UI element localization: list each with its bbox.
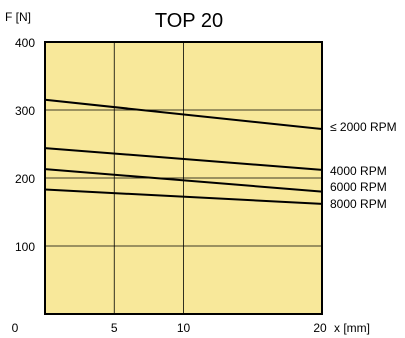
series-labels: ≤ 2000 RPM 4000 RPM 6000 RPM 8000 RPM (330, 120, 397, 211)
x-tick-label-5: 5 (111, 321, 118, 335)
series-label-1: ≤ 2000 RPM (330, 120, 397, 134)
series-lines (44, 98, 323, 205)
plot-frame (44, 41, 323, 315)
y-tick-label-300: 300 (15, 104, 35, 118)
x-tick-label-20: 20 (313, 321, 327, 335)
chart-title: TOP 20 (155, 10, 223, 32)
y-tick-label-400: 400 (15, 36, 35, 50)
y-tick-label-200: 200 (15, 172, 35, 186)
x-axis-label: x [mm] (334, 321, 370, 335)
x-tick-labels: 0 5 10 20 (12, 321, 327, 335)
grid (45, 42, 322, 314)
series-line-3 (44, 168, 323, 193)
series-line-2 (44, 147, 323, 171)
series-line-4 (44, 188, 323, 205)
series-line-1 (44, 98, 323, 131)
series-label-2: 4000 RPM (330, 164, 387, 178)
series-label-3: 6000 RPM (330, 180, 387, 194)
y-tick-label-100: 100 (15, 240, 35, 254)
x-tick-label-10: 10 (177, 321, 191, 335)
x-tick-label-0: 0 (12, 321, 19, 335)
series-label-4: 8000 RPM (330, 197, 387, 211)
y-tick-labels: 100 200 300 400 (15, 36, 35, 254)
y-axis-label: F [N] (5, 10, 31, 24)
